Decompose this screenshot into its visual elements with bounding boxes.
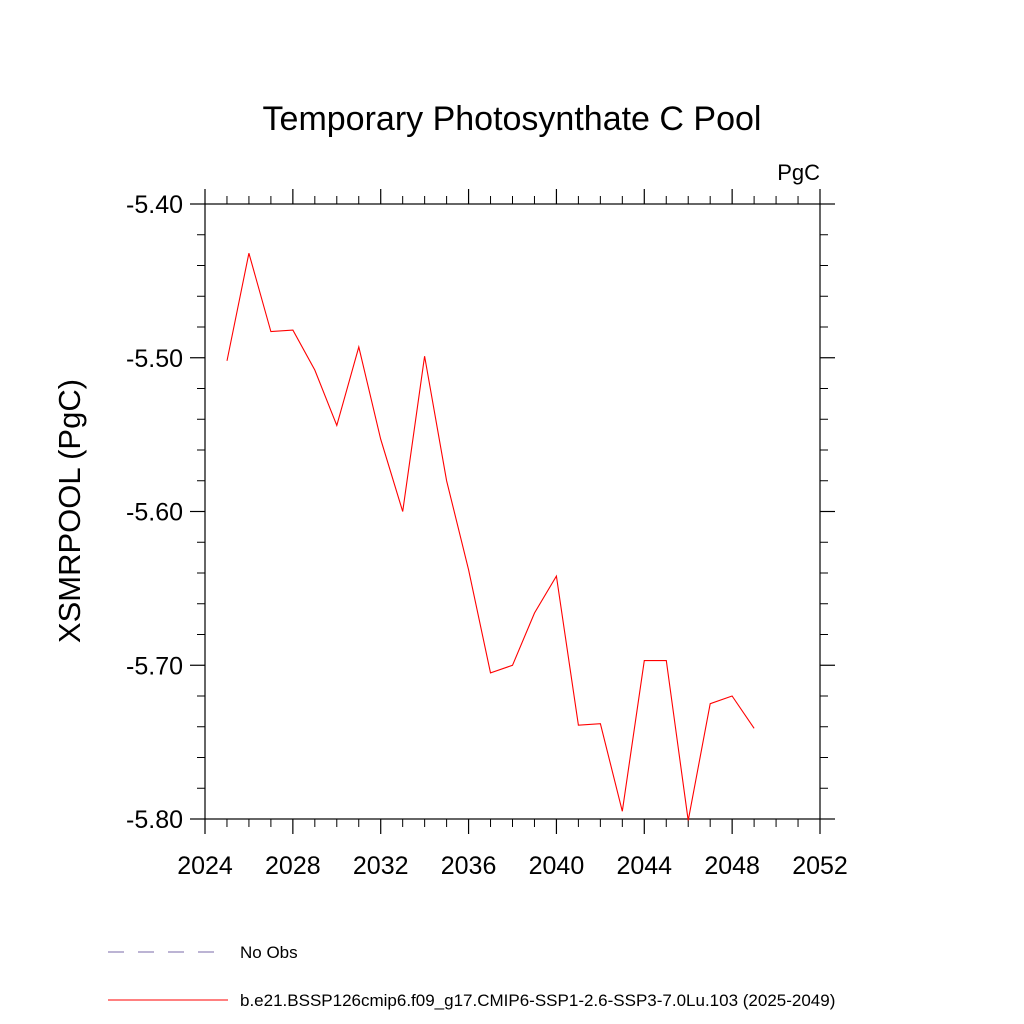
y-tick-label: -5.60 bbox=[126, 499, 183, 527]
legend: No Obs b.e21.BSSP126cmip6.f09_g17.CMIP6-S… bbox=[108, 943, 835, 1010]
x-tick-label: 2048 bbox=[704, 852, 760, 880]
units-label: PgC bbox=[777, 160, 820, 185]
y-tick-label: -5.40 bbox=[126, 191, 183, 219]
plot-frame bbox=[204, 203, 821, 820]
y-tick-label: -5.80 bbox=[126, 806, 183, 834]
x-tick-label: 2040 bbox=[529, 852, 585, 880]
axis-ticks: 2024 2028 2032 2036 2040 2044 2048 2052 -5.40 -5.… bbox=[126, 189, 848, 880]
x-tick-label: 2036 bbox=[441, 852, 497, 880]
legend-label: No Obs bbox=[240, 943, 298, 962]
y-tick-label: -5.50 bbox=[126, 345, 183, 373]
series-layer bbox=[226, 253, 755, 821]
x-tick-label: 2052 bbox=[792, 852, 848, 880]
chart-title: Temporary Photosynthate C Pool bbox=[263, 100, 762, 138]
x-tick-label: 2032 bbox=[353, 852, 409, 880]
x-tick-label: 2044 bbox=[616, 852, 672, 880]
x-tick-label: 2028 bbox=[265, 852, 321, 880]
legend-label: b.e21.BSSP126cmip6.f09_g17.CMIP6-SSP1-2.… bbox=[240, 991, 835, 1010]
y-tick-label: -5.70 bbox=[126, 652, 183, 680]
x-tick-label: 2024 bbox=[177, 852, 233, 880]
series-line bbox=[226, 253, 755, 821]
y-axis-label: XSMRPOOL (PgC) bbox=[52, 379, 87, 643]
